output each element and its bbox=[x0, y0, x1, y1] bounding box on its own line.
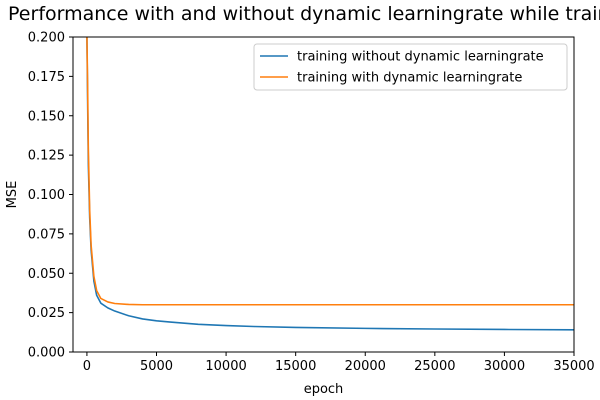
y-tick-label: 0.100 bbox=[28, 188, 65, 203]
y-tick-label: 0.125 bbox=[28, 149, 65, 164]
x-tick-label: 30000 bbox=[484, 359, 525, 374]
x-tick-label: 15000 bbox=[275, 359, 316, 374]
series-group bbox=[86, 37, 574, 331]
legend-label-1: training without dynamic learningrate bbox=[297, 50, 544, 65]
x-axis: 0 5000 10000 15000 20000 25000 30000 35000 bbox=[83, 352, 595, 374]
y-tick-label: 0.200 bbox=[28, 31, 65, 46]
y-tick-label: 0.150 bbox=[28, 109, 65, 124]
y-tick-label: 0.050 bbox=[28, 267, 65, 282]
y-tick-label: 0.000 bbox=[28, 346, 65, 361]
chart-title: Performance with and without dynamic lea… bbox=[8, 3, 600, 25]
y-axis: 0.000 0.025 0.050 0.075 0.100 0.125 0.150 0.175… bbox=[28, 31, 73, 361]
legend-box bbox=[253, 43, 568, 91]
x-tick-label: 0 bbox=[83, 359, 91, 374]
y-tick-label: 0.025 bbox=[28, 306, 65, 321]
x-tick-label: 25000 bbox=[414, 359, 455, 374]
x-axis-label: epoch bbox=[304, 382, 344, 397]
x-tick-label: 10000 bbox=[205, 359, 246, 374]
series-line-2 bbox=[86, 37, 574, 306]
legend: training without dynamic learningrate tra… bbox=[253, 43, 568, 91]
legend-label-2: training with dynamic learningrate bbox=[297, 71, 522, 86]
y-axis-label: MSE bbox=[5, 181, 20, 209]
x-tick-label: 20000 bbox=[345, 359, 386, 374]
y-tick-label: 0.075 bbox=[28, 227, 65, 242]
y-tick-label: 0.175 bbox=[28, 70, 65, 85]
x-tick-label: 35000 bbox=[553, 359, 594, 374]
x-tick-label: 5000 bbox=[140, 359, 173, 374]
